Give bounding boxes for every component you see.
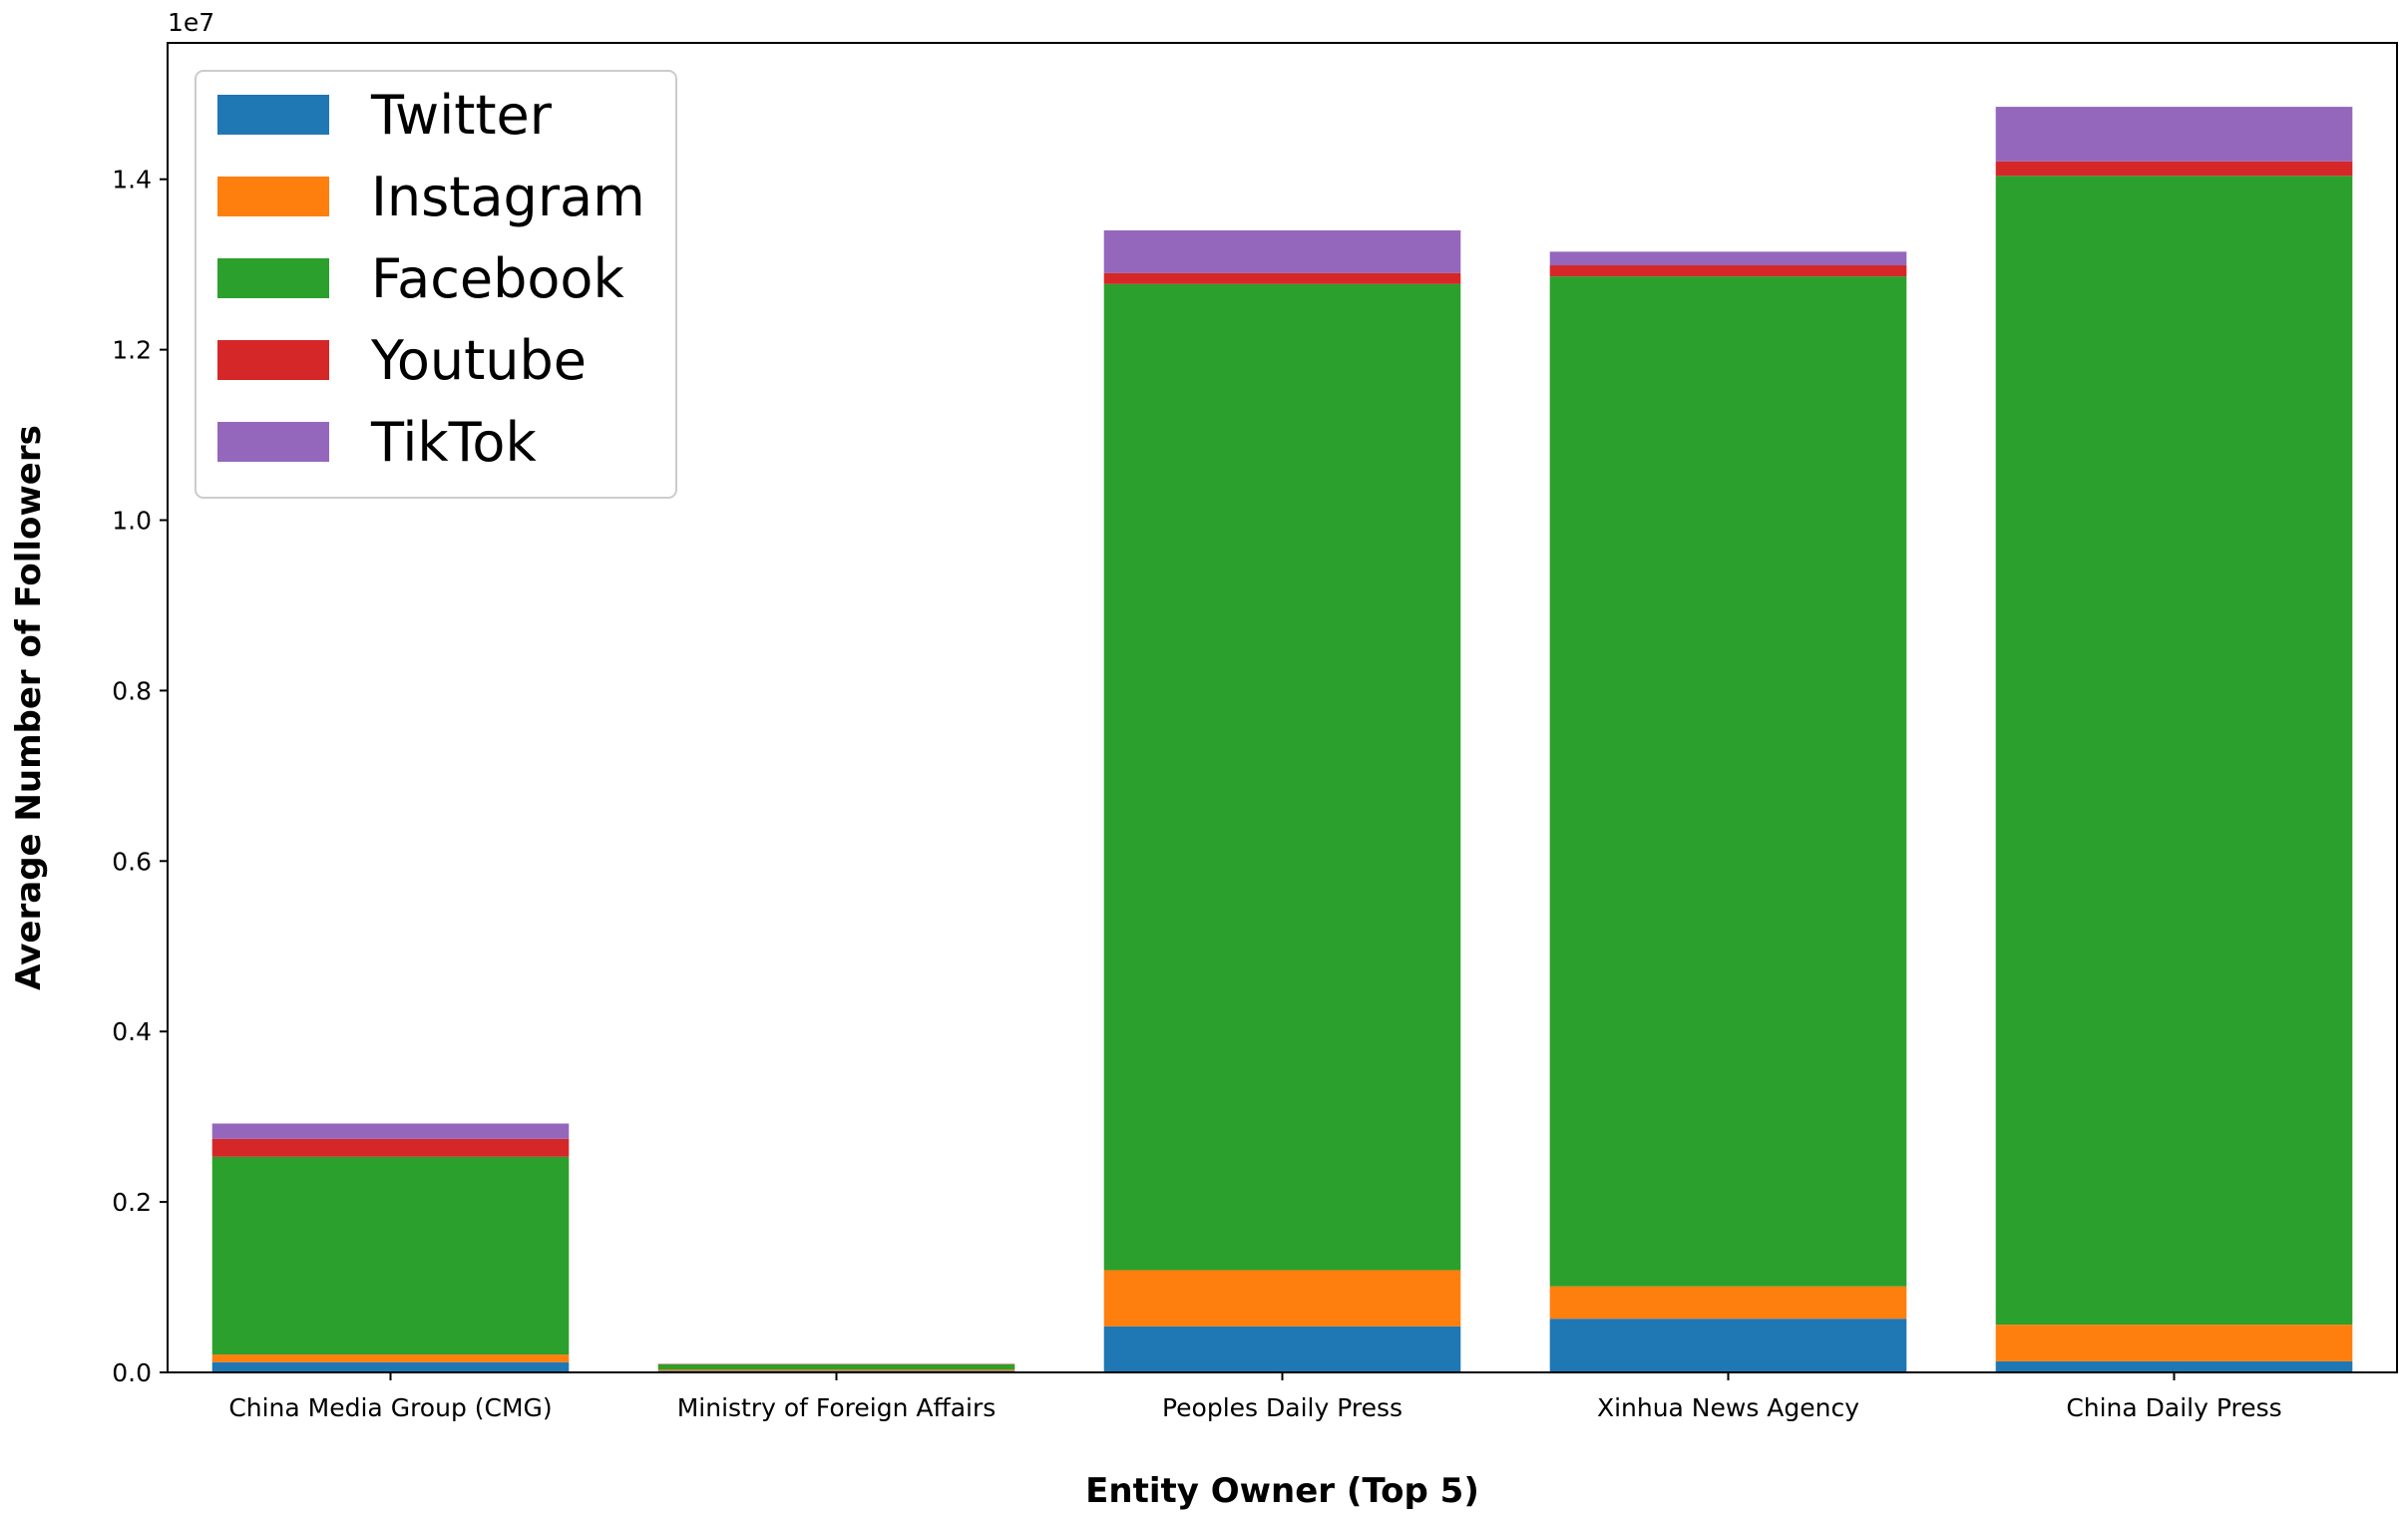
bar-twitter-0 (211, 1361, 570, 1372)
bar-youtube-0 (211, 1138, 570, 1157)
bar-tiktok-4 (1995, 107, 2353, 162)
bar-facebook-1 (657, 1363, 1015, 1370)
legend-label-instagram: Instagram (371, 166, 645, 228)
y-tick-label: 0.4 (112, 1017, 152, 1046)
bar-instagram-2 (1103, 1270, 1461, 1327)
bar-youtube-4 (1995, 161, 2353, 177)
legend-label-facebook: Facebook (371, 247, 624, 310)
legend-swatch-youtube (217, 340, 329, 380)
y-tick-label: 0.8 (112, 676, 152, 705)
x-tick-label: Ministry of Foreign Affairs (677, 1393, 997, 1422)
bar-tiktok-3 (1549, 251, 1907, 266)
y-axis: 0.0 0.2 0.4 0.6 0.8 1.0 1.2 1.4 (112, 166, 168, 1387)
x-axis: China Media Group (CMG) Ministry of Forei… (228, 1372, 2282, 1422)
bar-instagram-1 (657, 1369, 1015, 1371)
legend-swatch-facebook (217, 258, 329, 298)
x-tick-label: Xinhua News Agency (1597, 1393, 1859, 1422)
y-tick-label: 0.2 (112, 1188, 152, 1217)
legend-swatch-twitter (217, 95, 329, 135)
bar-youtube-2 (1103, 272, 1461, 284)
y-tick-label: 1.4 (112, 166, 152, 194)
bar-youtube-3 (1549, 265, 1907, 277)
y-axis-title: Average Number of Followers (9, 425, 49, 990)
bar-facebook-3 (1549, 276, 1907, 1287)
bar-twitter-3 (1549, 1319, 1907, 1372)
bar-tiktok-0 (211, 1123, 570, 1139)
y-tick-label: 0.6 (112, 847, 152, 876)
y-tick-label: 1.2 (112, 336, 152, 365)
y-tick-label: 1.0 (112, 507, 152, 536)
x-tick-label: Peoples Daily Press (1162, 1393, 1403, 1422)
bar-twitter-2 (1103, 1326, 1461, 1372)
bar-twitter-4 (1995, 1360, 2353, 1372)
x-tick-label: China Daily Press (2066, 1393, 2281, 1422)
x-tick-label: China Media Group (CMG) (228, 1393, 552, 1422)
y-tick-label: 0.0 (112, 1358, 152, 1387)
bar-facebook-4 (1995, 176, 2353, 1326)
bar-tiktok-2 (1103, 229, 1461, 273)
bar-instagram-3 (1549, 1286, 1907, 1320)
x-axis-title: Entity Owner (Top 5) (1085, 1471, 1479, 1511)
y-axis-offset-label: 1e7 (168, 8, 214, 37)
legend-swatch-instagram (217, 177, 329, 216)
legend-label-youtube: Youtube (370, 329, 587, 392)
legend-label-tiktok: TikTok (370, 411, 537, 474)
bar-facebook-2 (1103, 283, 1461, 1271)
legend-label-twitter: Twitter (370, 84, 553, 147)
bar-instagram-0 (211, 1354, 570, 1362)
bar-facebook-0 (211, 1156, 570, 1355)
legend: Twitter Instagram Facebook Youtube TikTok (195, 70, 677, 499)
bar-instagram-4 (1995, 1325, 2353, 1361)
bars-layer (211, 107, 2353, 1372)
legend-swatch-tiktok (217, 422, 329, 462)
